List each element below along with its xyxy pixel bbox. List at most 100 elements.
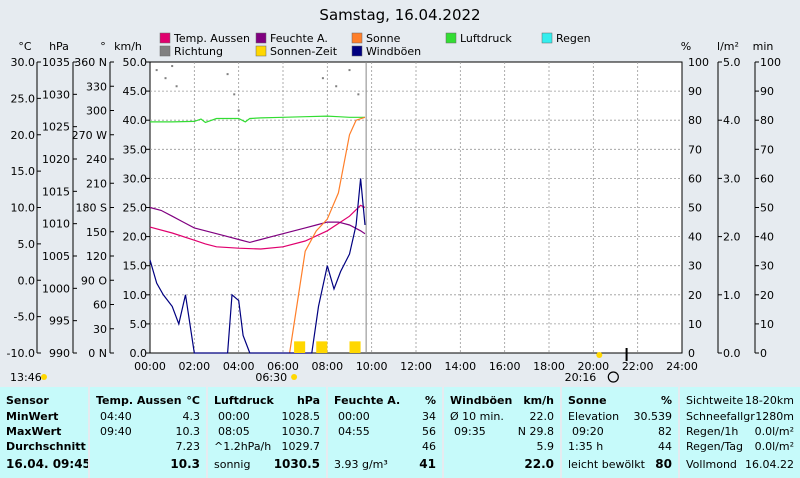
temp-axis-tick-label: 20.0: [11, 129, 36, 142]
series-line: [149, 178, 366, 354]
series-line: [149, 204, 366, 250]
sunshine-bar: [294, 341, 306, 353]
minutes-axis-tick-label: 70: [760, 143, 774, 156]
percent-axis-tick-label: 0: [688, 347, 695, 360]
legend-swatch: [159, 32, 171, 44]
direction-axis-tick-label: 240: [86, 153, 107, 166]
sunrise-icon: [291, 374, 298, 380]
wind-axis-tick-label: 30.0: [123, 172, 148, 185]
pressure-column: Luftdruck hPa 00:00 1028.5 08:05 1030.7 …: [206, 387, 326, 478]
humidity-current: 41: [419, 457, 436, 471]
temp-current: 10.3: [170, 457, 200, 471]
pressure-axis-tick-label: 995: [49, 315, 70, 328]
direction-axis-tick-label: 360 N: [74, 56, 107, 69]
direction-point: [175, 85, 178, 88]
minutes-axis-tick-label: 40: [760, 231, 774, 244]
direction-axis-tick-label: 180 S: [76, 202, 107, 215]
series-line: [149, 206, 366, 244]
direction-axis-tick-label: 60: [93, 299, 107, 312]
percent-axis-tick-label: 50: [688, 202, 702, 215]
pressure-axis-tick-label: 990: [49, 347, 70, 360]
sunset-label: 20:16: [565, 371, 597, 384]
direction-point: [357, 93, 360, 96]
percent-axis-tick-label: 20: [688, 289, 702, 302]
legend-label: Regen: [556, 32, 591, 45]
series-line: [289, 116, 366, 354]
rain-axis-tick-label: 4.0: [723, 114, 741, 127]
pressure-axis-tick-label: 1010: [42, 218, 70, 231]
direction-axis-tick-label: 30: [93, 323, 107, 336]
sunrise-label: 06:30: [255, 371, 287, 384]
plot-grid: [150, 62, 682, 353]
wind-axis-tick-label: 35.0: [123, 143, 148, 156]
pressure-axis-tick-label: 1020: [42, 153, 70, 166]
wind-axis-tick-label: 50.0: [123, 56, 148, 69]
humidity-column: Feuchte A. % 00:00 34 04:55 56 46 3.93 g…: [326, 387, 442, 478]
legend-swatch: [445, 32, 457, 44]
legend-label: Sonne: [366, 32, 401, 45]
time-tick-label: 02:00: [178, 360, 210, 373]
time-tick-label: 18:00: [533, 360, 565, 373]
direction-axis-tick-label: 90 O: [81, 274, 107, 287]
axis-unit-label: °: [100, 40, 106, 53]
percent-axis-tick-label: 60: [688, 172, 702, 185]
sky-condition: leicht bewölkt: [568, 458, 645, 471]
legend-label: Luftdruck: [460, 32, 512, 45]
direction-axis-tick-label: 330: [86, 80, 107, 93]
time-tick-label: 10:00: [356, 360, 388, 373]
legend-swatch: [541, 32, 553, 44]
wind-axis-tick-label: 45.0: [123, 85, 148, 98]
rain-axis-tick-label: 1.0: [723, 289, 741, 302]
absolute-humidity: 3.93 g/m³: [334, 458, 388, 471]
minutes-axis-tick-label: 20: [760, 289, 774, 302]
time-tick-label: 12:00: [400, 360, 432, 373]
sunshine-bar: [316, 341, 328, 353]
direction-point: [335, 85, 338, 88]
temp-axis-tick-label: 10.0: [11, 202, 36, 215]
wind-axis-tick-label: 10.0: [123, 289, 148, 302]
time-tick-label: 08:00: [311, 360, 343, 373]
sun-column: Sonne % Elevation 30.539 09:20 82 1:35 h…: [560, 387, 678, 478]
percent-axis-tick-label: 90: [688, 85, 702, 98]
pressure-axis-tick-label: 1000: [42, 282, 70, 295]
sunset-icon: [596, 352, 603, 358]
moonrise-icon: [41, 374, 47, 380]
time-tick-label: 00:00: [134, 360, 166, 373]
axis-unit-label: °C: [18, 40, 32, 53]
full-moon-icon: [607, 371, 619, 383]
temp-column: Temp. Aussen °C 04:40 4.3 09:40 10.3 7.2…: [88, 387, 206, 478]
sensor-header: Sensor: [6, 394, 49, 407]
direction-axis-tick-label: 300: [86, 105, 107, 118]
percent-axis-tick-label: 40: [688, 231, 702, 244]
sunshine-bar: [349, 341, 361, 353]
pressure-axis-tick-label: 1035: [42, 56, 70, 69]
chart-legend: Temp. Aussen Feuchte A. Sonne Luftdruck Rege…: [159, 32, 591, 58]
summary-panel: Sensor MinWert MaxWert Durchschnitt 16.0…: [0, 387, 800, 478]
extra-column: Sichtweite 18-20km Schneefallgr 1280m Re…: [678, 387, 800, 478]
weather-chart: Samstag, 16.04.2022 Temp. Aussen Feuchte …: [7, 6, 781, 384]
temp-axis-tick-label: 30.0: [11, 56, 36, 69]
wind-column: Windböen km/h Ø 10 min. 22.0 09:35 N 29.…: [442, 387, 560, 478]
current-timestamp: 16.04. 09:45: [6, 457, 91, 471]
legend-swatch: [351, 32, 363, 44]
chart-title: Samstag, 16.04.2022: [319, 6, 480, 24]
percent-axis-tick-label: 70: [688, 143, 702, 156]
minutes-axis-tick-label: 50: [760, 202, 774, 215]
direction-point: [321, 77, 324, 80]
minutes-axis-tick-label: 90: [760, 85, 774, 98]
time-tick-label: 24:00: [666, 360, 698, 373]
legend-swatch: [255, 32, 267, 44]
legend-label: Temp. Aussen: [173, 32, 250, 45]
wind-axis-tick-label: 15.0: [123, 260, 148, 273]
temp-axis-tick-label: -5.0: [14, 311, 35, 324]
rain-axis-tick-label: 0.0: [723, 347, 741, 360]
direction-point: [348, 69, 351, 72]
direction-point: [226, 73, 229, 76]
pressure-axis-tick-label: 1025: [42, 121, 70, 134]
minutes-axis-tick-label: 0: [760, 347, 767, 360]
direction-point: [237, 109, 240, 112]
direction-point: [233, 93, 236, 96]
minutes-axis-tick-label: 80: [760, 114, 774, 127]
legend-label: Sonnen-Zeit: [270, 45, 338, 58]
percent-axis-tick-label: 30: [688, 260, 702, 273]
